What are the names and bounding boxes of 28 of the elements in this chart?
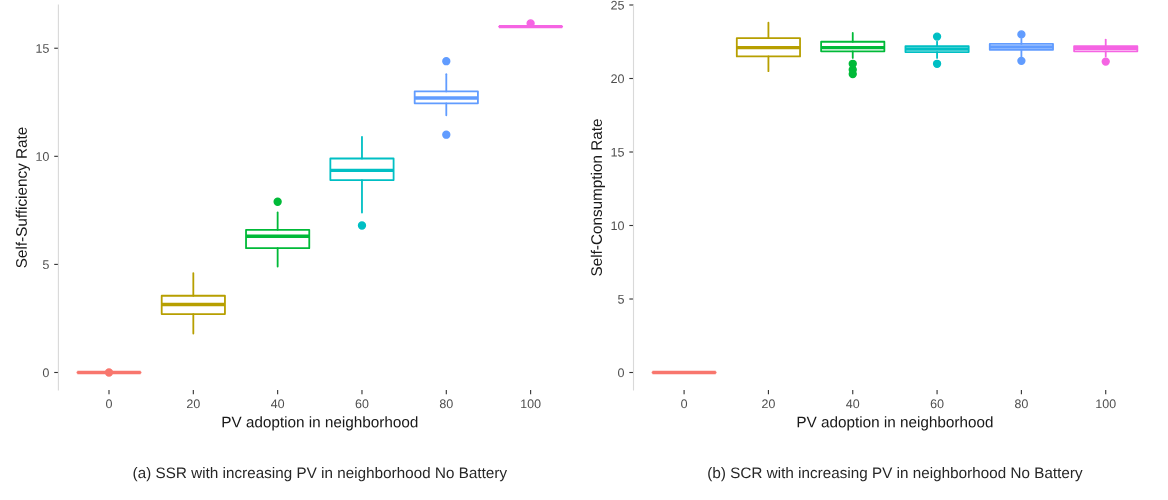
x-tick-label: 80 (439, 399, 453, 409)
y-axis-title: Self-Consumption Rate (590, 119, 606, 276)
y-tick-label: 20 (611, 74, 624, 84)
y-tick-label: 15 (36, 44, 49, 53)
y-tick-label: 15 (611, 147, 624, 157)
y-tick-label: 10 (36, 152, 49, 161)
x-tick-label: 40 (846, 399, 860, 409)
x-tick-label: 80 (1014, 399, 1028, 409)
x-tick-label: 40 (270, 399, 285, 409)
x-tick-label: 60 (355, 399, 369, 409)
y-tick-label: 5 (618, 294, 624, 304)
x-tick-label: 60 (930, 399, 944, 409)
text: (a) SSR with increasing PV in neighborhood No Battery (133, 467, 508, 482)
y-tick-label: 0 (618, 368, 624, 378)
y-tick-label: 10 (611, 221, 624, 231)
x-tick-label: 0 (106, 399, 112, 409)
x-tick-label: 100 (521, 399, 541, 409)
y-tick-label: 0 (42, 368, 49, 378)
text: (b) SCR with increasing PV in neighborhood No Battery (708, 467, 1083, 482)
y-tick-label: 25 (611, 0, 624, 10)
x-tick-label: 20 (762, 399, 775, 409)
x-axis-title: PV adoption in neighborhood (797, 416, 993, 431)
y-axis-title: Self-Sufficiency Rate (15, 127, 30, 268)
x-tick-label: 20 (187, 399, 200, 409)
y-tick-label: 5 (42, 260, 49, 270)
x-tick-label: 0 (681, 399, 688, 409)
x-axis-title: PV adoption in neighborhood (222, 416, 418, 431)
x-tick-label: 100 (1096, 399, 1116, 409)
